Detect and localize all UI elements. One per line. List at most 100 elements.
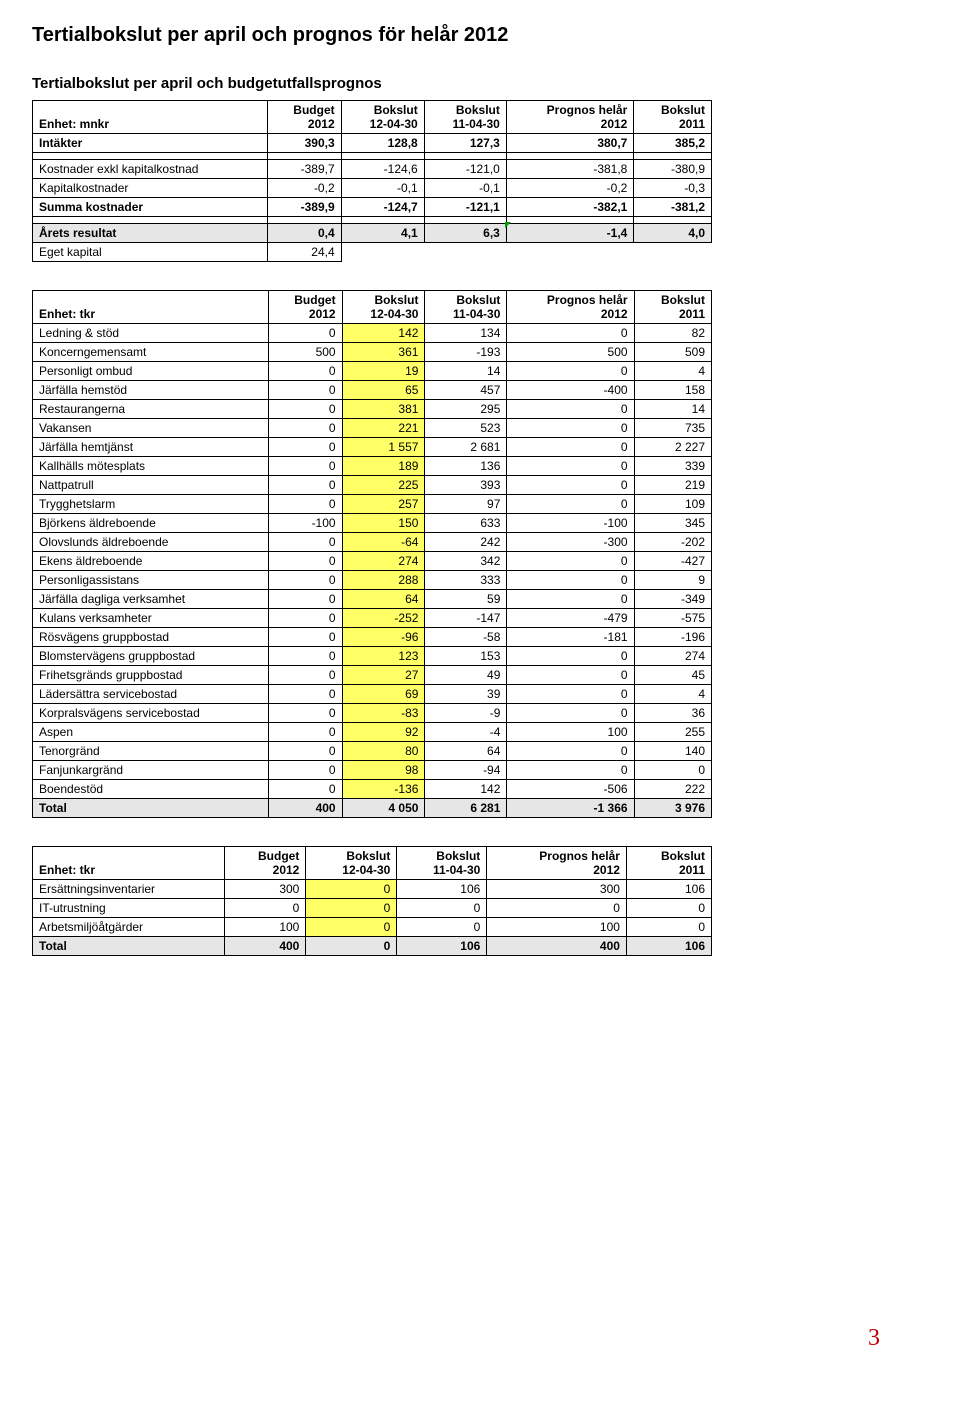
cell: -382,1 [506,198,634,217]
cell: 134 [425,324,507,343]
cell: 0 [507,704,634,723]
cell: 189 [342,457,425,476]
cell: 339 [634,457,711,476]
cell: 257 [342,495,425,514]
row-label: Vakansen [33,419,269,438]
cell: 0 [268,438,342,457]
table-row: Lädersättra servicebostad0693904 [33,685,712,704]
cell: 69 [342,685,425,704]
cell: 158 [634,381,711,400]
col-header: Bokslut12-04-30 [342,291,425,324]
table-row: Koncerngemensamt500361-193500509 [33,343,712,362]
cell: -0,2 [506,179,634,198]
cell: 0 [268,742,342,761]
table-row: Personligt ombud0191404 [33,362,712,381]
row-label: Summa kostnader [33,198,268,217]
cell: -124,7 [341,198,424,217]
cell [341,243,424,262]
cell: -389,9 [267,198,341,217]
cell: -202 [634,533,711,552]
cell: 82 [634,324,711,343]
col-header: Bokslut2011 [634,101,712,134]
cell: 0 [507,666,634,685]
cell: 2 681 [425,438,507,457]
col-header: Bokslut11-04-30 [397,847,487,880]
cell: 0 [507,685,634,704]
table-row: Personligassistans028833309 [33,571,712,590]
row-label: Ledning & stöd [33,324,269,343]
cell: 381 [342,400,425,419]
table-row: Rösvägens gruppbostad0-96-58-181-196 [33,628,712,647]
row-label: Boendestöd [33,780,269,799]
cell: 140 [634,742,711,761]
cell [506,243,634,262]
cell: 128,8 [341,134,424,153]
row-label: Arbetsmiljöåtgärder [33,918,225,937]
table-row: Arbetsmiljöåtgärder100001000 [33,918,712,937]
cell: -100 [507,514,634,533]
cell: -83 [342,704,425,723]
col-header: Enhet: tkr [33,847,225,880]
cell: 300 [225,880,306,899]
cell: 345 [634,514,711,533]
col-header: Enhet: tkr [33,291,269,324]
row-label: Lädersättra servicebostad [33,685,269,704]
row-label: Intäkter [33,134,268,153]
cell: -0,2 [267,179,341,198]
cell: -94 [425,761,507,780]
cell: 0 [507,761,634,780]
cell: 136 [425,457,507,476]
row-label: Järfälla dagliga verksamhet [33,590,269,609]
cell: 0 [507,419,634,438]
row-label: Järfälla hemtjänst [33,438,269,457]
cell: 0 [268,685,342,704]
cell: 0 [626,899,711,918]
cell: 19 [342,362,425,381]
total-row: Total4000106400106 [33,937,712,956]
cell: 49 [425,666,507,685]
col-header: Bokslut2011 [626,847,711,880]
cell: -389,7 [267,160,341,179]
col-header: Bokslut11-04-30 [425,291,507,324]
table-row: Olovslunds äldreboende0-64242-300-202 [33,533,712,552]
cell: 0 [268,476,342,495]
cell: 2 227 [634,438,711,457]
row-label: Kapitalkostnader [33,179,268,198]
cell: -400 [507,381,634,400]
cell: 0 [268,628,342,647]
table-row: Trygghetslarm0257970109 [33,495,712,514]
cell: 45 [634,666,711,685]
cell: 100 [487,918,627,937]
cell: -196 [634,628,711,647]
cell: 0 [306,918,397,937]
cell: 64 [342,590,425,609]
cell: 153 [425,647,507,666]
cell: 0 [268,533,342,552]
cell: -381,8 [506,160,634,179]
cell: 36 [634,704,711,723]
cell: 0 [507,457,634,476]
cell: 342 [425,552,507,571]
col-header: Prognos helår2012 [507,291,634,324]
cell: -136 [342,780,425,799]
row-label: Korpralsvägens servicebostad [33,704,269,723]
row-label: Eget kapital [33,243,268,262]
cell: 0 [397,918,487,937]
col-header: Prognos helår2012 [487,847,627,880]
cell: 14 [425,362,507,381]
cell: 219 [634,476,711,495]
cell: 295 [425,400,507,419]
cell: 300 [487,880,627,899]
cell: 0 [397,899,487,918]
cell: 0 [268,552,342,571]
cell: 0 [268,761,342,780]
cell: 0 [306,880,397,899]
row-label: Personligt ombud [33,362,269,381]
row-label: Olovslunds äldreboende [33,533,269,552]
cell: 0 [507,552,634,571]
cell: 4,0 [634,224,712,243]
cell: 64 [425,742,507,761]
cell: 500 [268,343,342,362]
cell: 142 [342,324,425,343]
cell: 509 [634,343,711,362]
